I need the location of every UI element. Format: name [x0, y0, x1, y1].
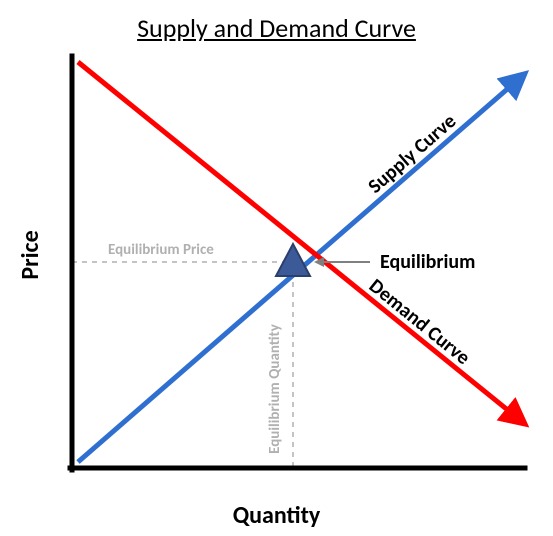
supply-demand-chart: Supply and Demand Curve Price Quantity — [0, 0, 553, 536]
equilibrium-price-label: Equilibrium Price — [108, 241, 214, 259]
equilibrium-quantity-label: Equilibrium Quantity — [266, 324, 284, 454]
equilibrium-label: Equilibrium — [380, 250, 475, 274]
